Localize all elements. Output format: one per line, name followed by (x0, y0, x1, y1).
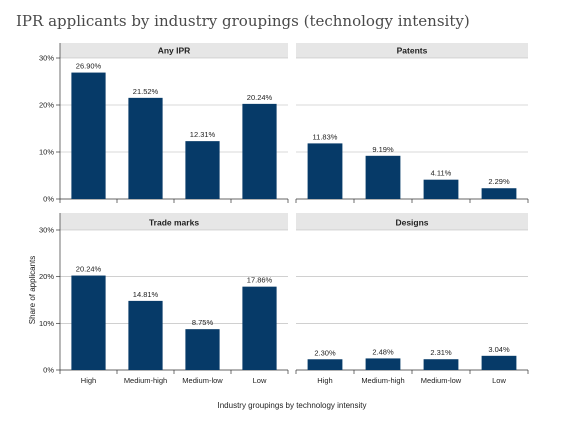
x-tick-label: Low (253, 376, 267, 385)
y-tick-label: 20% (39, 101, 54, 110)
y-tick-label: 0% (43, 366, 54, 375)
panel-header (296, 43, 528, 58)
x-tick-label: Low (492, 376, 506, 385)
panel-patents: Patents 11.83% 9.19% 4.11% 2.29% (295, 43, 529, 203)
bar-value-label: 2.30% (314, 348, 336, 357)
y-axis-title: Share of applicants (28, 256, 37, 325)
bar (128, 97, 163, 199)
bar (128, 300, 163, 370)
bar-value-label: 2.29% (488, 177, 510, 186)
bar (307, 359, 343, 370)
bar-value-label: 2.31% (430, 348, 452, 357)
bar-value-label: 8.75% (192, 318, 214, 327)
bar (185, 141, 220, 199)
x-tick-label: Medium-high (361, 376, 404, 385)
bar (71, 275, 106, 370)
bar-value-label: 12.31% (190, 130, 216, 139)
x-tick-label: Medium-high (124, 376, 167, 385)
bar (307, 143, 343, 199)
x-tick-label: High (81, 376, 96, 385)
x-tick-label: Medium-low (182, 376, 223, 385)
y-tick-label: 30% (39, 226, 54, 235)
bar-value-label: 3.04% (488, 345, 510, 354)
bar-value-label: 9.19% (372, 145, 394, 154)
panel-title: Patents (397, 46, 428, 56)
bar (185, 329, 220, 370)
panel-title: Designs (395, 218, 428, 228)
panel-trade-marks: Trade marks 0% 10% 20% 30% 20.24% High 14.81% Me… (39, 213, 289, 385)
panel-designs: Designs 2.30% High 2.48% Medium-high 2.31% Med… (295, 213, 529, 385)
bar (423, 359, 459, 370)
bar (423, 179, 459, 199)
x-tick-label: High (317, 376, 332, 385)
y-tick-label: 10% (39, 148, 54, 157)
x-axis-title: Industry groupings by technology intensi… (218, 401, 367, 410)
bar (365, 358, 401, 370)
y-tick-label: 10% (39, 319, 54, 328)
panel-header (60, 43, 288, 58)
panel-any-ipr: Any IPR 0% 10% 20% 30% 26.90% 21.52% 12.31% 20.2… (39, 43, 289, 204)
bar-value-label: 20.24% (247, 93, 273, 102)
panel-title: Trade marks (149, 218, 199, 228)
bar-value-label: 17.86% (247, 276, 273, 285)
bar-value-label: 2.48% (372, 347, 394, 356)
y-tick-label: 20% (39, 272, 54, 281)
bar (365, 155, 401, 199)
y-tick-label: 30% (39, 54, 54, 63)
y-tick-label: 0% (43, 195, 54, 204)
bar-value-label: 4.11% (431, 169, 452, 178)
panel-title: Any IPR (158, 46, 191, 56)
bar-value-label: 20.24% (76, 265, 102, 274)
x-tick-label: Medium-low (421, 376, 462, 385)
bar (71, 72, 106, 199)
bar (242, 103, 277, 199)
bar (242, 286, 277, 370)
bar (481, 355, 517, 370)
panel-header (296, 213, 528, 230)
panel-header (60, 213, 288, 230)
page-title: IPR applicants by industry groupings (te… (16, 12, 470, 30)
bar-value-label: 11.83% (313, 132, 338, 141)
bar (481, 188, 517, 199)
bar-value-label: 26.90% (76, 62, 102, 71)
bar-value-label: 21.52% (133, 87, 159, 96)
bar-value-label: 14.81% (133, 290, 159, 299)
